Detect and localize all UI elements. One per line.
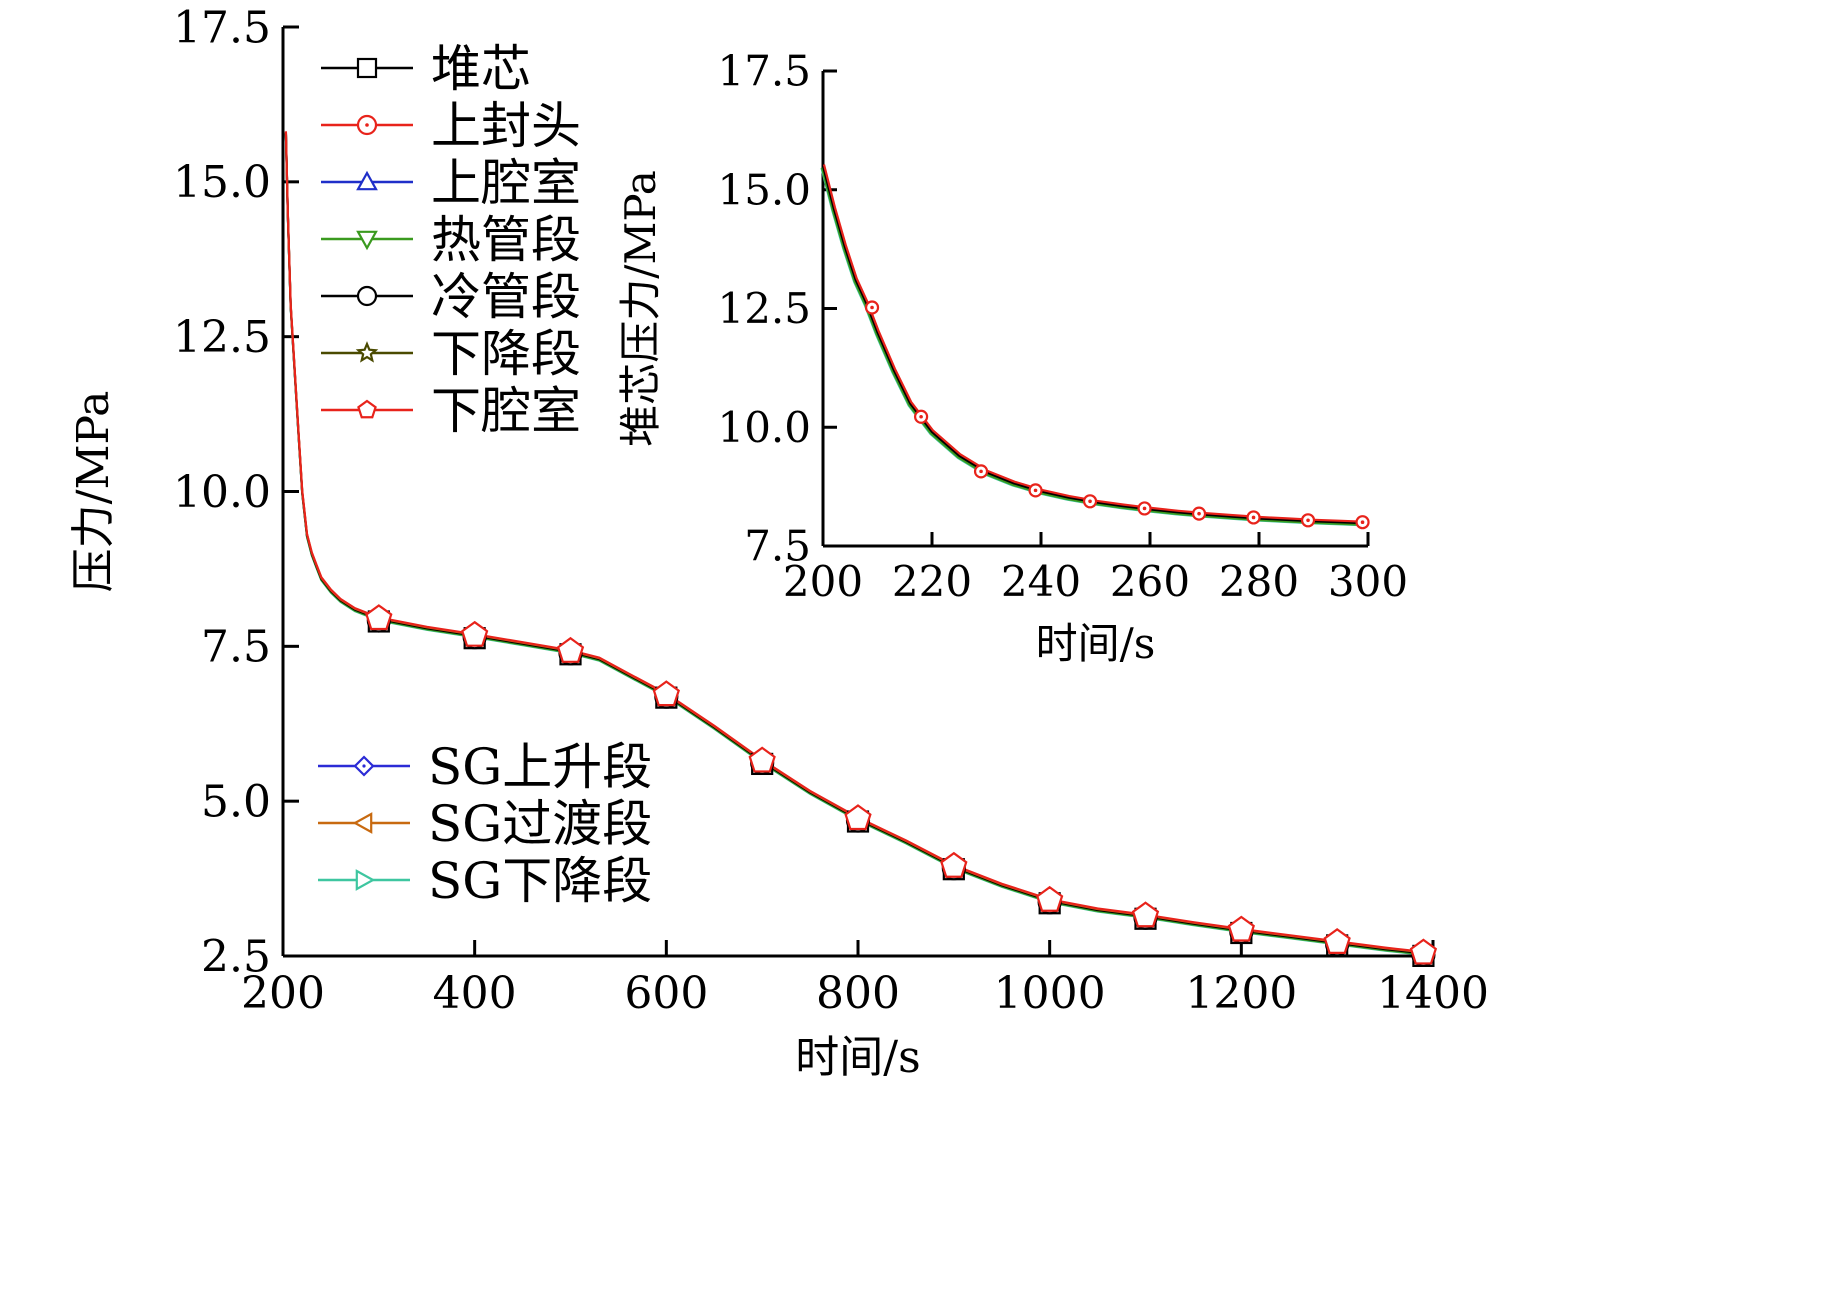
main-chart-y-tick-label: 7.5 bbox=[201, 622, 271, 673]
legend-item: SG上升段 bbox=[318, 738, 652, 796]
legend-label: 下降段 bbox=[431, 325, 581, 383]
inset-chart-series-line bbox=[820, 167, 1362, 527]
inset-chart-y-tick-label: 12.5 bbox=[717, 284, 811, 333]
inset-chart-y-tick-label: 15.0 bbox=[717, 165, 811, 214]
main-chart-y-tick-label: 12.5 bbox=[173, 312, 271, 363]
legend-marker-triangle-left-icon bbox=[352, 812, 373, 834]
main-chart-data-point bbox=[844, 804, 872, 831]
legend-item: 下降段 bbox=[321, 325, 581, 383]
main-chart-y-tick-label: 2.5 bbox=[201, 931, 271, 982]
inset-chart-data-point-dot bbox=[1360, 520, 1365, 524]
inset-chart-y-tick-label: 10.0 bbox=[717, 403, 811, 452]
main-chart-y-tick-label: 15.0 bbox=[173, 157, 271, 208]
legend-marker-diamond-icon-dot bbox=[362, 764, 366, 768]
main-chart-x-tick-label: 1000 bbox=[994, 968, 1106, 1019]
main-chart-data-point bbox=[556, 636, 585, 663]
legend-label: SG下降段 bbox=[428, 852, 652, 910]
legend-label: 冷管段 bbox=[431, 268, 581, 326]
inset-chart: 7.5 10.0 12.5 15.0 17.5 200 220 240 260 280 300 时间/… bbox=[616, 47, 1408, 668]
main-chart-y-tick-label: 10.0 bbox=[173, 467, 271, 518]
legend-item: 上腔室 bbox=[321, 154, 581, 212]
inset-chart-series-line bbox=[820, 167, 1362, 526]
inset-chart-data-point-dot bbox=[1306, 518, 1310, 523]
legend-item: 热管段 bbox=[321, 211, 581, 269]
main-chart-data-point bbox=[940, 851, 968, 878]
legend-item: SG过渡段 bbox=[318, 795, 652, 853]
legend-marker-pentagon-icon bbox=[357, 399, 377, 419]
inset-chart-x-axis-title: 时间/s bbox=[1036, 619, 1156, 668]
main-chart-data-point bbox=[652, 680, 680, 707]
inset-chart-series-line bbox=[821, 165, 1363, 525]
inset-chart-series-line bbox=[822, 164, 1364, 523]
main-chart-data-point bbox=[1131, 901, 1160, 928]
legend-label: SG过渡段 bbox=[428, 795, 652, 853]
legend-label: 上封头 bbox=[431, 97, 581, 155]
inset-chart-x-tick-label: 280 bbox=[1219, 557, 1299, 606]
main-chart-x-tick-label: 200 bbox=[241, 968, 325, 1019]
legend-item: 冷管段 bbox=[321, 268, 581, 326]
legend-label: 堆芯 bbox=[431, 40, 531, 98]
legend-marker-star-icon bbox=[355, 341, 379, 363]
main-chart-y-tick-label: 5.0 bbox=[201, 777, 271, 828]
legend-marker-triangle-up-icon bbox=[356, 170, 378, 191]
legend-label: SG上升段 bbox=[428, 738, 652, 796]
main-chart-data-point bbox=[1036, 885, 1064, 912]
legend-marker-circle-icon bbox=[356, 285, 378, 307]
inset-chart-data-point-dot bbox=[1142, 506, 1147, 511]
legend-marker-triangle-down-icon bbox=[356, 230, 378, 251]
legend-marker-triangle-right-icon bbox=[355, 869, 376, 891]
inset-chart-data-point-dot bbox=[1088, 499, 1092, 504]
legend-item: SG下降段 bbox=[318, 852, 652, 910]
inset-chart-y-axis-title: 堆芯压力/MPa bbox=[616, 170, 665, 447]
inset-chart-data-point-dot bbox=[979, 469, 983, 474]
main-chart-data-point bbox=[1227, 915, 1255, 942]
legend-label: 下腔室 bbox=[431, 382, 581, 440]
legend-item: 堆芯 bbox=[321, 40, 531, 98]
main-chart-x-tick-label: 1200 bbox=[1185, 968, 1297, 1019]
main-chart-y-axis-title: 压力/MPa bbox=[68, 391, 119, 593]
legend-marker-square-icon bbox=[356, 57, 378, 79]
inset-chart-x-tick-label: 220 bbox=[892, 557, 972, 606]
main-chart-x-tick-label: 600 bbox=[624, 968, 708, 1019]
main-chart-x-axis-title: 时间/s bbox=[795, 1032, 920, 1083]
inset-chart-data-point-dot bbox=[1033, 488, 1038, 493]
main-chart-data-point bbox=[748, 746, 776, 773]
legend-label: 上腔室 bbox=[431, 154, 581, 212]
inset-chart-data-point-dot bbox=[870, 305, 874, 310]
main-chart: 2.5 5.0 7.5 10.0 12.5 15.0 17.5 200 400 600 800 100… bbox=[68, 2, 1489, 1083]
legend-label: 热管段 bbox=[431, 211, 581, 269]
main-chart-data-point bbox=[1323, 928, 1351, 954]
main-chart-x-tick-label: 800 bbox=[816, 968, 900, 1019]
legend-item: 上封头 bbox=[321, 97, 581, 155]
main-chart-data-point bbox=[461, 620, 489, 647]
inset-chart-x-tick-label: 200 bbox=[783, 557, 863, 606]
legend-marker-circle-dot-icon-dot bbox=[365, 123, 369, 127]
inset-chart-y-tick-label: 17.5 bbox=[717, 47, 811, 96]
inset-chart-data-point-dot bbox=[919, 414, 923, 419]
main-chart-x-tick-label: 1400 bbox=[1377, 968, 1489, 1019]
main-chart-x-tick-label: 400 bbox=[433, 968, 517, 1019]
inset-chart-x-tick-label: 260 bbox=[1110, 557, 1190, 606]
legend-item: 下腔室 bbox=[321, 382, 581, 440]
inset-chart-x-tick-label: 300 bbox=[1328, 557, 1408, 606]
main-chart-y-tick-label: 17.5 bbox=[173, 2, 271, 53]
main-chart-data-point bbox=[365, 604, 393, 631]
inset-chart-data-point-dot bbox=[1197, 511, 1201, 516]
main-chart-data-point bbox=[1409, 938, 1438, 965]
inset-chart-x-tick-label: 240 bbox=[1001, 557, 1081, 606]
inset-chart-y-tick-label: 7.5 bbox=[744, 522, 811, 571]
inset-chart-data-point-dot bbox=[1251, 515, 1256, 520]
